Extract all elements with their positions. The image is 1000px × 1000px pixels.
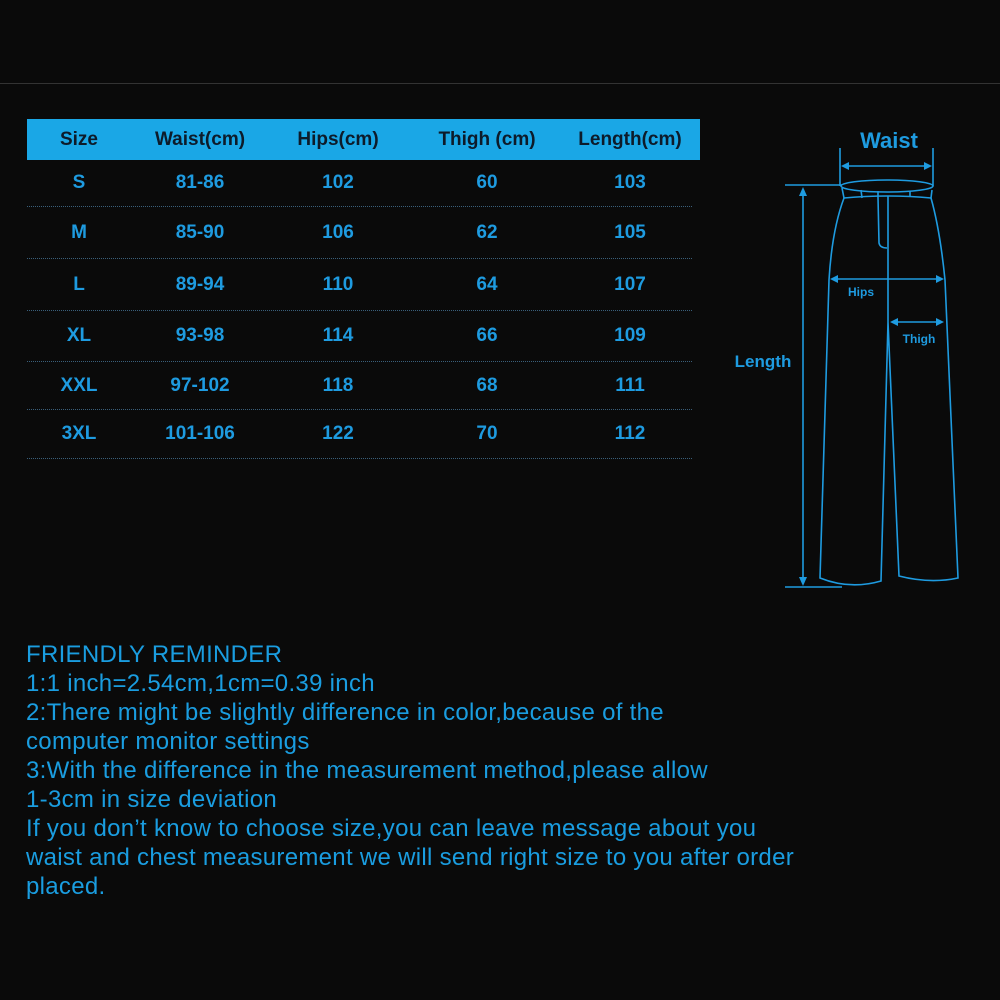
reminder-line: 2:There might be slightly difference in … [26, 699, 664, 726]
length-label: Length [735, 352, 792, 371]
table-cell: 107 [614, 273, 646, 295]
header-cell: Length(cm) [578, 128, 682, 150]
table-cell: 93-98 [175, 325, 225, 346]
header-cell: Waist(cm) [154, 128, 246, 150]
header-cell: Hips(cm) [297, 128, 379, 150]
table-cell: S [72, 172, 86, 193]
table-cell: 101-106 [165, 423, 235, 444]
table-cell: 60 [476, 172, 498, 193]
header-cell: Size [59, 128, 99, 150]
table-row: XXL 97-102 118 68 111 [27, 362, 692, 410]
header-cell: Thigh (cm) [438, 128, 536, 150]
table-row: S 81-86 102 60 103 [27, 160, 692, 207]
table-cell: 62 [476, 221, 498, 243]
reminder-title: FRIENDLY REMINDER [26, 641, 283, 668]
table-cell: 68 [476, 374, 498, 396]
table-cell: 97-102 [170, 374, 230, 396]
table-cell: M [71, 221, 87, 243]
table-cell: 105 [614, 221, 646, 243]
reminder-line: waist and chest measurement we will send… [26, 844, 795, 871]
table-cell: 85-90 [175, 221, 225, 243]
table-cell: 110 [322, 273, 354, 295]
table-cell: 102 [322, 172, 354, 193]
table-cell: 70 [476, 423, 498, 444]
table-cell: 106 [322, 221, 354, 243]
table-cell: L [73, 273, 85, 295]
reminder-line: 1-3cm in size deviation [26, 786, 278, 813]
table-row: XL 93-98 114 66 109 [27, 311, 692, 362]
reminder-line: computer monitor settings [26, 728, 310, 755]
table-cell: 122 [322, 423, 354, 444]
table-cell: 64 [476, 273, 498, 295]
table-cell: 3XL [61, 423, 97, 444]
table-cell: XXL [60, 374, 98, 396]
table-cell: 81-86 [175, 172, 225, 193]
divider [0, 83, 1000, 84]
table-cell: 114 [322, 325, 354, 346]
table-row: M 85-90 106 62 105 [27, 207, 692, 259]
table-cell: XL [66, 325, 92, 346]
table-cell: 112 [614, 423, 646, 444]
table-cell: 89-94 [175, 273, 225, 295]
reminder-line: placed. [26, 873, 106, 900]
table-cell: 66 [476, 325, 498, 346]
table-cell: 118 [322, 374, 354, 396]
thigh-label: Thigh [903, 332, 936, 346]
friendly-reminder: FRIENDLY REMINDER 1:1 inch=2.54cm,1cm=0.… [26, 640, 986, 901]
table-cell: 103 [614, 172, 646, 193]
table-header: Size Waist(cm) Hips(cm) Thigh (cm) Lengt… [27, 119, 700, 160]
reminder-line: If you don’t know to choose size,you can… [26, 815, 757, 842]
hips-label: Hips [848, 285, 874, 299]
reminder-line: 1:1 inch=2.54cm,1cm=0.39 inch [26, 670, 375, 697]
size-table: Size Waist(cm) Hips(cm) Thigh (cm) Lengt… [27, 119, 700, 459]
table-cell: 111 [615, 374, 645, 396]
reminder-line: 3:With the difference in the measurement… [26, 757, 708, 784]
table-row: 3XL 101-106 122 70 112 [27, 410, 692, 459]
waist-label: Waist [860, 128, 919, 153]
table-cell: 109 [614, 325, 646, 346]
table-row: L 89-94 110 64 107 [27, 259, 692, 311]
